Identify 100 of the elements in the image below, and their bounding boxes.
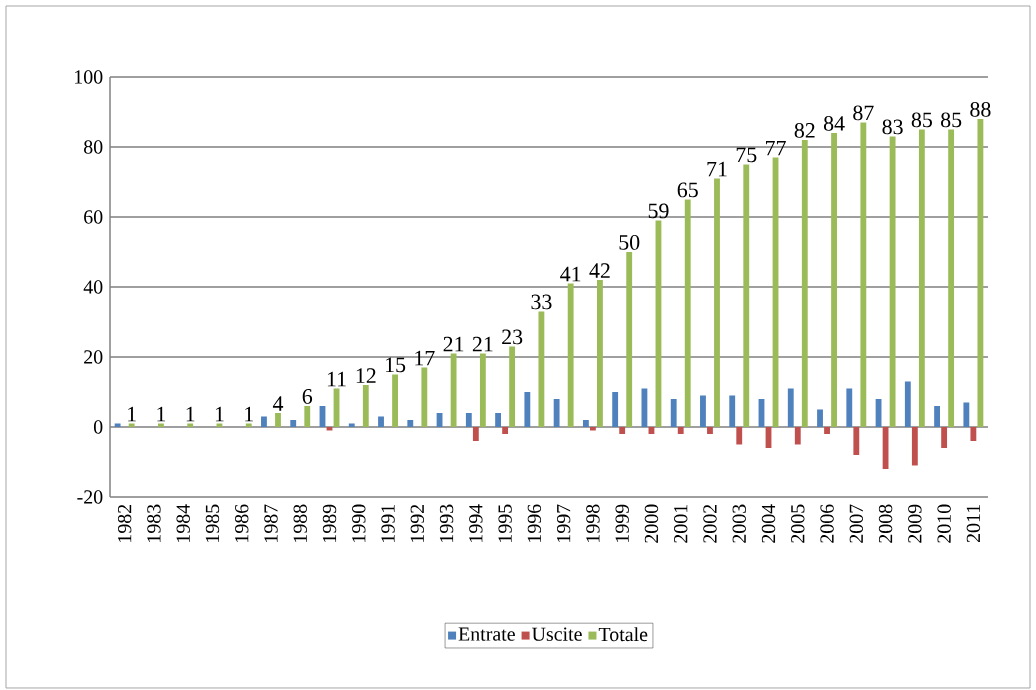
bar: [509, 346, 516, 427]
bar: [524, 391, 531, 427]
x-tick-label: 1989: [322, 504, 337, 542]
y-tick-label: -20: [77, 490, 103, 504]
legend-label: Entrate: [458, 627, 515, 641]
bar: [934, 405, 941, 427]
x-tick-label: 2005: [791, 504, 805, 543]
data-label: 41: [560, 266, 581, 282]
y-tick-label: 60: [84, 210, 103, 224]
bar: [801, 139, 808, 427]
data-label: 6: [302, 389, 313, 404]
data-label: 75: [736, 147, 757, 163]
bar: [261, 416, 267, 427]
bar: [904, 381, 911, 427]
bar: [450, 353, 457, 427]
bar: [684, 199, 691, 427]
bar: [846, 388, 853, 427]
data-label: 1: [157, 406, 166, 422]
data-label: 85: [941, 112, 962, 128]
bar: [670, 398, 677, 427]
data-label: 12: [356, 368, 376, 383]
bar: [977, 118, 984, 427]
x-tick-label: 1999: [615, 504, 629, 542]
data-label: 21: [443, 336, 464, 352]
y-tick-label: 40: [83, 280, 103, 294]
data-label: 33: [531, 294, 552, 310]
x-tick-label: 1983: [147, 504, 161, 542]
x-tick-label: 2000: [644, 504, 659, 543]
x-tick-label: 1986: [234, 504, 249, 542]
bar: [787, 388, 794, 427]
bar: [941, 426, 948, 448]
data-label: 1: [186, 406, 195, 422]
bar: [465, 412, 472, 427]
bar: [700, 395, 706, 427]
data-label: 59: [648, 203, 669, 219]
bar: [736, 426, 743, 445]
bar: [567, 283, 574, 427]
legend-label: Uscite: [531, 627, 582, 641]
bar: [714, 178, 720, 427]
bar: [824, 426, 830, 434]
x-tick-label: 1984: [176, 504, 190, 542]
bar: [362, 384, 369, 427]
bar: [378, 416, 384, 427]
bar: [245, 423, 252, 427]
bar: [889, 136, 896, 427]
y-tick-label: 80: [84, 140, 103, 154]
bar: [216, 423, 223, 427]
x-tick-label: 2009: [908, 504, 922, 543]
bar: [794, 426, 801, 445]
bar: [479, 353, 486, 427]
bar: [626, 251, 633, 427]
x-tick-label: 2010: [937, 504, 951, 543]
x-tick-label: 1994: [469, 504, 483, 542]
bar: [729, 395, 736, 427]
data-label: 77: [766, 140, 786, 156]
bar: [911, 426, 918, 466]
y-tick-label: 0: [93, 420, 103, 434]
bar: [612, 391, 619, 427]
data-label: 65: [677, 182, 698, 198]
x-tick-label: 2008: [878, 504, 893, 543]
data-label: 82: [794, 122, 815, 138]
bar: [128, 423, 135, 427]
data-label: 1: [215, 406, 224, 422]
bar: [114, 423, 121, 427]
legend-label: Totale: [598, 627, 648, 642]
bar: [304, 405, 311, 427]
x-tick-label: 1990: [352, 504, 366, 542]
y-tick-label: 20: [84, 350, 103, 364]
bar: [677, 426, 684, 434]
bar: [597, 279, 603, 427]
bar: [407, 419, 414, 427]
bar: [817, 409, 823, 427]
bar: [472, 426, 479, 441]
data-label: 42: [589, 263, 610, 278]
data-label: 15: [386, 357, 406, 373]
x-tick-label: 2002: [703, 504, 717, 543]
data-label: 87: [853, 105, 874, 121]
bar: [948, 129, 955, 427]
y-tick-label: 100: [75, 70, 103, 84]
bar: [831, 132, 837, 427]
data-label: 83: [882, 119, 903, 135]
data-label: 21: [472, 336, 493, 352]
bar: [970, 426, 977, 441]
data-label: 4: [272, 396, 284, 411]
x-tick-label: 1993: [439, 504, 454, 542]
data-label: 23: [502, 329, 523, 345]
bar: [963, 402, 970, 427]
bar: [553, 398, 560, 427]
x-tick-label: 1982: [117, 504, 132, 542]
x-tick-label: 1985: [205, 504, 220, 542]
data-label: 84: [823, 115, 845, 131]
x-tick-label: 1995: [498, 504, 512, 542]
bar: [502, 426, 509, 434]
data-label: 88: [970, 101, 991, 117]
data-label: 71: [707, 161, 727, 177]
data-label: 1: [245, 406, 253, 422]
bar: [619, 426, 626, 434]
x-tick-label: 2011: [966, 505, 981, 543]
x-tick-label: 1991: [381, 505, 395, 542]
x-tick-label: 2006: [820, 504, 834, 543]
